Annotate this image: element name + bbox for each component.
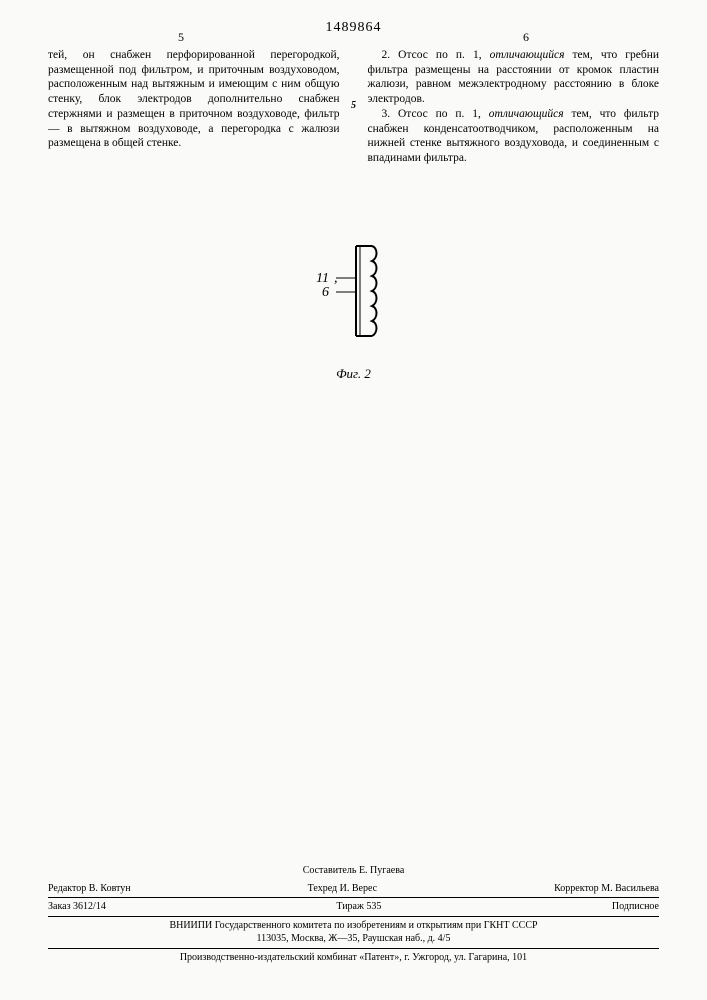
editor: Редактор В. Ковтун bbox=[48, 882, 131, 896]
editor-name: В. Ковтун bbox=[89, 883, 131, 894]
line-number-marker: 5 bbox=[351, 100, 356, 111]
claim3-lead: 3. Отсос по п. 1, bbox=[382, 108, 489, 120]
patent-page: 1489864 5 6 5 тей, он снабжен перфориров… bbox=[0, 0, 707, 382]
compiler-name: Е. Пугаева bbox=[359, 865, 404, 876]
order: Заказ 3612/14 bbox=[48, 900, 106, 914]
tirage-label: Тираж bbox=[336, 901, 364, 912]
editor-label: Редактор bbox=[48, 883, 86, 894]
corrector-label: Корректор bbox=[554, 883, 599, 894]
claim-2: 2. Отсос по п. 1, отличающийся тем, что … bbox=[368, 48, 660, 107]
compiler-label: Составитель bbox=[303, 865, 357, 876]
fig-label-11: 11 bbox=[316, 271, 329, 286]
imprint-footer: Составитель Е. Пугаева Редактор В. Ковту… bbox=[48, 860, 659, 964]
claim2-lead: 2. Отсос по п. 1, bbox=[382, 49, 490, 61]
figure-2: 11 6 , Фиг. 2 bbox=[48, 236, 659, 382]
compiler: Составитель Е. Пугаева bbox=[303, 864, 405, 878]
vniipi-line: ВНИИПИ Государственного комитета по изоб… bbox=[48, 919, 659, 933]
techred: Техред И. Верес bbox=[308, 882, 377, 896]
claim3-emph: отличающийся bbox=[489, 108, 564, 120]
claim2-emph: отличающийся bbox=[490, 49, 565, 61]
order-no: 3612/14 bbox=[73, 901, 106, 912]
vniipi-block: ВНИИПИ Государственного комитета по изоб… bbox=[48, 916, 659, 946]
figure-svg: 11 6 , bbox=[294, 236, 414, 356]
col-number-right: 6 bbox=[523, 30, 529, 45]
techred-label: Техред bbox=[308, 883, 337, 894]
figure-caption: Фиг. 2 bbox=[336, 366, 371, 382]
two-column-body: 5 6 5 тей, он снабжен перфорированной пе… bbox=[48, 48, 659, 166]
compiler-row: Составитель Е. Пугаева bbox=[48, 862, 659, 878]
press-line: Производственно-издательский комбинат «П… bbox=[48, 948, 659, 965]
left-column: тей, он снабжен перфорированной перегоро… bbox=[48, 48, 340, 166]
col-number-left: 5 bbox=[178, 30, 184, 45]
tirage-no: 535 bbox=[366, 901, 381, 912]
claim-3: 3. Отсос по п. 1, отличающийся тем, что … bbox=[368, 107, 660, 166]
techred-name: И. Верес bbox=[340, 883, 377, 894]
address-line: 113035, Москва, Ж—35, Раушская наб., д. … bbox=[48, 932, 659, 946]
left-paragraph: тей, он снабжен перфорированной перегоро… bbox=[48, 48, 340, 151]
credits-row: Редактор В. Ковтун Техред И. Верес Корре… bbox=[48, 880, 659, 896]
tirage: Тираж 535 bbox=[336, 900, 381, 914]
fig-label-comma: , bbox=[334, 271, 338, 286]
doc-number: 1489864 bbox=[48, 20, 659, 36]
right-column: 2. Отсос по п. 1, отличающийся тем, что … bbox=[368, 48, 660, 166]
order-label: Заказ bbox=[48, 901, 71, 912]
subscription: Подписное bbox=[612, 900, 659, 914]
fig-label-6: 6 bbox=[322, 285, 329, 300]
corrector-name: М. Васильева bbox=[601, 883, 659, 894]
order-row: Заказ 3612/14 Тираж 535 Подписное bbox=[48, 897, 659, 914]
corrector: Корректор М. Васильева bbox=[554, 882, 659, 896]
